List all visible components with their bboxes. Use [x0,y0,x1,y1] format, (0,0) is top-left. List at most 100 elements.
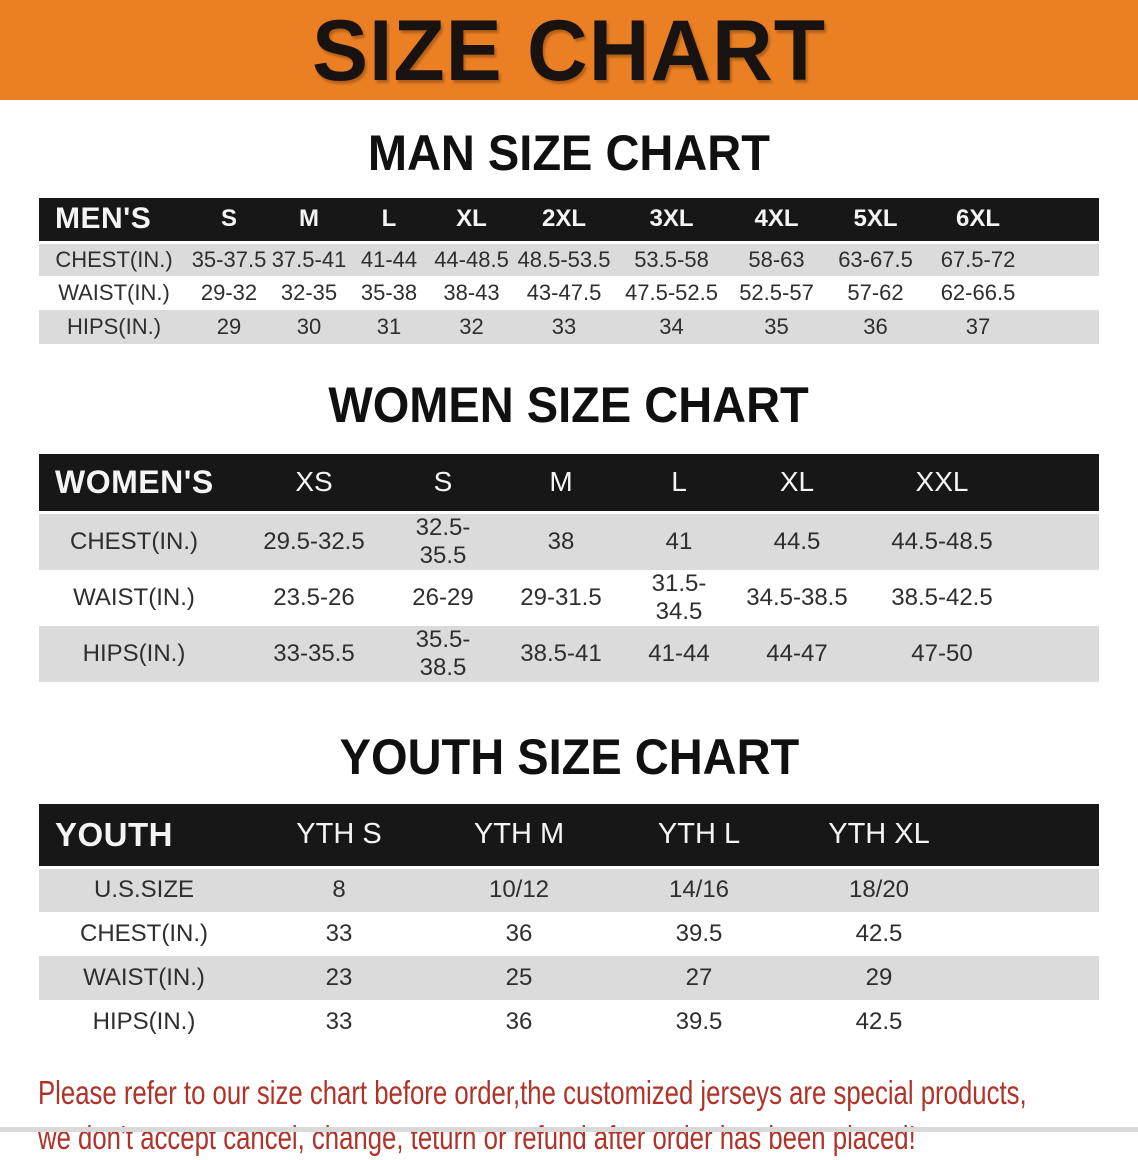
size-col-header: S [399,454,487,514]
size-cell: 33 [249,999,429,1044]
measurement-label: HIPS(IN.) [39,625,229,682]
size-col-header: L [349,198,429,244]
size-cell: 38.5-41 [487,625,635,682]
size-cell: 37 [927,310,1029,344]
size-cell: 41-44 [349,242,429,276]
size-col-header: YTH XL [789,803,969,869]
measurement-label: U.S.SIZE [39,867,249,912]
size-cell: 53.5-58 [614,242,729,276]
size-cell: 62-66.5 [927,276,1029,310]
size-col-header: XXL [871,454,1013,514]
spacer-cell [1029,198,1099,244]
size-col-header: S [189,198,269,244]
womens-size-table: WOMEN'S XS S M L XL XXL CHEST(IN.) 29.5-… [39,454,1099,682]
size-cell: 29 [189,310,269,344]
size-cell: 41 [635,512,723,570]
size-cell: 47.5-52.5 [614,276,729,310]
size-cell: 42.5 [789,999,969,1044]
size-cell: 26-29 [399,569,487,626]
size-cell: 29-32 [189,276,269,310]
size-col-header: XS [229,454,399,514]
women-section-title-text: WOMEN SIZE CHART [328,377,810,433]
table-header-row: WOMEN'S XS S M L XL XXL [39,454,1099,514]
size-cell: 29.5-32.5 [229,512,399,570]
size-col-header: M [487,454,635,514]
spacer-cell [969,803,1099,869]
size-col-header: XL [429,198,514,244]
size-cell: 29-31.5 [487,569,635,626]
size-cell: 36 [429,911,609,956]
measurement-label: HIPS(IN.) [39,999,249,1044]
spacer-cell [969,911,1099,956]
size-cell: 32-35 [269,276,349,310]
size-cell: 58-63 [729,242,824,276]
spacer-cell [1029,242,1099,276]
measurement-label: HIPS(IN.) [39,310,189,344]
size-col-header: M [269,198,349,244]
measurement-label: CHEST(IN.) [39,911,249,956]
policy-notice: Please refer to our size chart before or… [0,1070,1138,1160]
size-cell: 35.5-38.5 [399,625,487,682]
spacer-cell [1013,454,1099,514]
size-cell: 33-35.5 [229,625,399,682]
size-cell: 33 [514,310,614,344]
table-row: HIPS(IN.) 33 36 39.5 42.5 [39,999,1099,1044]
size-cell: 31.5-34.5 [635,569,723,626]
size-cell: 10/12 [429,867,609,912]
measurement-label: CHEST(IN.) [39,242,189,276]
size-cell: 36 [429,999,609,1044]
table-row: HIPS(IN.) 33-35.5 35.5-38.5 38.5-41 41-4… [39,625,1099,682]
size-cell: 44.5 [723,512,871,570]
spacer-cell [1013,569,1099,626]
spacer-cell [969,867,1099,912]
spacer-cell [969,999,1099,1044]
size-col-header: YTH M [429,803,609,869]
size-col-header: 2XL [514,198,614,244]
size-col-header: 4XL [729,198,824,244]
size-col-header: YTH L [609,803,789,869]
measurement-label: CHEST(IN.) [39,512,229,570]
table-row: CHEST(IN.) 29.5-32.5 32.5-35.5 38 41 44.… [39,512,1099,570]
size-cell: 36 [824,310,927,344]
spacer-cell [1013,625,1099,682]
size-cell: 32.5-35.5 [399,512,487,570]
size-cell: 47-50 [871,625,1013,682]
table-row: CHEST(IN.) 33 36 39.5 42.5 [39,911,1099,956]
table-row: WAIST(IN.) 29-32 32-35 35-38 38-43 43-47… [39,276,1099,310]
policy-notice-line: we don't accept cancel, change, teturn o… [38,1118,916,1156]
size-cell: 35-38 [349,276,429,310]
table-row: U.S.SIZE 8 10/12 14/16 18/20 [39,867,1099,912]
spacer-cell [969,955,1099,1000]
size-col-header: YTH S [249,803,429,869]
size-cell: 23 [249,955,429,1000]
spacer-cell [1029,276,1099,310]
size-cell: 34.5-38.5 [723,569,871,626]
size-cell: 39.5 [609,999,789,1044]
bottom-divider [0,1127,1138,1132]
measurement-label: WAIST(IN.) [39,569,229,626]
size-cell: 39.5 [609,911,789,956]
size-cell: 63-67.5 [824,242,927,276]
size-cell: 38.5-42.5 [871,569,1013,626]
size-cell: 34 [614,310,729,344]
size-cell: 33 [249,911,429,956]
size-cell: 57-62 [824,276,927,310]
table-row: HIPS(IN.) 29 30 31 32 33 34 35 36 37 [39,310,1099,344]
size-cell: 41-44 [635,625,723,682]
group-label: YOUTH [39,803,249,869]
size-cell: 48.5-53.5 [514,242,614,276]
size-cell: 44-47 [723,625,871,682]
size-col-header: L [635,454,723,514]
spacer-cell [1013,512,1099,570]
size-cell: 43-47.5 [514,276,614,310]
youth-section-title-text: YOUTH SIZE CHART [339,728,799,785]
size-col-header: 6XL [927,198,1029,244]
men-section-title-text: MAN SIZE CHART [367,125,771,181]
table-row: CHEST(IN.) 35-37.5 37.5-41 41-44 44-48.5… [39,242,1099,276]
size-cell: 44.5-48.5 [871,512,1013,570]
table-row: WAIST(IN.) 23.5-26 26-29 29-31.5 31.5-34… [39,569,1099,626]
youth-size-table: YOUTH YTH S YTH M YTH L YTH XL U.S.SIZE … [39,803,1099,1044]
size-col-header: 3XL [614,198,729,244]
table-header-row: MEN'S S M L XL 2XL 3XL 4XL 5XL 6XL [39,198,1099,244]
size-col-header: XL [723,454,871,514]
